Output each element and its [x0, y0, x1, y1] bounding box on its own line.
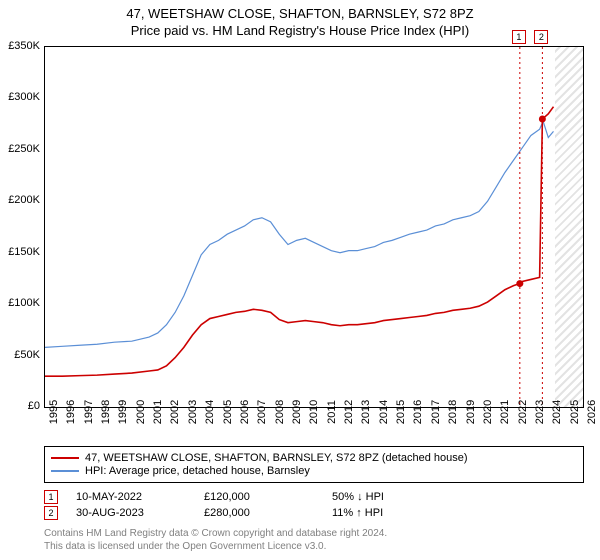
- x-tick-label: 2012: [343, 400, 355, 424]
- footer-line2: This data is licensed under the Open Gov…: [44, 541, 387, 554]
- transaction-vs-hpi: 50% ↓ HPI: [332, 491, 442, 503]
- transaction-marker: 2: [44, 506, 58, 520]
- transactions-table: 1 10-MAY-2022 £120,000 50% ↓ HPI 2 30-AU…: [44, 488, 584, 522]
- x-tick-label: 2020: [482, 400, 494, 424]
- y-tick-label: £300K: [2, 91, 40, 103]
- x-tick-label: 2019: [465, 400, 477, 424]
- event-marker-badge: 1: [512, 30, 526, 44]
- event-marker-badge: 2: [534, 30, 548, 44]
- line-series-svg: [45, 47, 583, 407]
- transaction-marker: 1: [44, 490, 58, 504]
- x-tick-label: 1996: [65, 400, 77, 424]
- x-tick-label: 2002: [169, 400, 181, 424]
- y-tick-label: £200K: [2, 194, 40, 206]
- y-tick-label: £350K: [2, 40, 40, 52]
- footer-line1: Contains HM Land Registry data © Crown c…: [44, 528, 387, 541]
- legend-label-property: 47, WEETSHAW CLOSE, SHAFTON, BARNSLEY, S…: [85, 452, 468, 464]
- transaction-date: 30-AUG-2023: [76, 507, 186, 519]
- chart-title-address: 47, WEETSHAW CLOSE, SHAFTON, BARNSLEY, S…: [0, 6, 600, 21]
- x-tick-label: 1997: [83, 400, 95, 424]
- legend-item-hpi: HPI: Average price, detached house, Barn…: [51, 465, 577, 477]
- y-tick-label: £50K: [2, 349, 40, 361]
- x-tick-label: 2000: [135, 400, 147, 424]
- x-tick-label: 2009: [291, 400, 303, 424]
- x-tick-label: 2022: [517, 400, 529, 424]
- legend: 47, WEETSHAW CLOSE, SHAFTON, BARNSLEY, S…: [44, 446, 584, 483]
- chart-subtitle: Price paid vs. HM Land Registry's House …: [0, 23, 600, 38]
- x-tick-label: 2025: [569, 400, 581, 424]
- chart-container: { "titles": { "line1": "47, WEETSHAW CLO…: [0, 0, 600, 560]
- transaction-price: £120,000: [204, 491, 314, 503]
- x-tick-label: 2026: [586, 400, 598, 424]
- title-block: 47, WEETSHAW CLOSE, SHAFTON, BARNSLEY, S…: [0, 0, 600, 38]
- x-tick-label: 2004: [204, 400, 216, 424]
- x-tick-label: 2023: [534, 400, 546, 424]
- y-tick-label: £250K: [2, 143, 40, 155]
- x-tick-label: 2024: [551, 400, 563, 424]
- transaction-vs-hpi: 11% ↑ HPI: [332, 507, 442, 519]
- x-tick-label: 1998: [100, 400, 112, 424]
- x-tick-label: 2011: [326, 400, 338, 424]
- x-tick-label: 2003: [187, 400, 199, 424]
- transaction-price: £280,000: [204, 507, 314, 519]
- x-tick-label: 2014: [378, 400, 390, 424]
- x-tick-label: 2015: [395, 400, 407, 424]
- transaction-row: 1 10-MAY-2022 £120,000 50% ↓ HPI: [44, 490, 584, 504]
- x-tick-label: 2021: [499, 400, 511, 424]
- y-tick-label: £100K: [2, 297, 40, 309]
- x-tick-label: 1995: [48, 400, 60, 424]
- legend-swatch-hpi: [51, 470, 79, 472]
- transaction-row: 2 30-AUG-2023 £280,000 11% ↑ HPI: [44, 506, 584, 520]
- x-tick-label: 2017: [430, 400, 442, 424]
- x-tick-label: 2005: [222, 400, 234, 424]
- legend-label-hpi: HPI: Average price, detached house, Barn…: [85, 465, 310, 477]
- legend-item-property: 47, WEETSHAW CLOSE, SHAFTON, BARNSLEY, S…: [51, 452, 577, 464]
- legend-swatch-property: [51, 457, 79, 459]
- x-tick-label: 2007: [256, 400, 268, 424]
- x-tick-label: 2001: [152, 400, 164, 424]
- y-tick-label: £0: [2, 400, 40, 412]
- y-tick-label: £150K: [2, 246, 40, 258]
- x-tick-label: 2016: [412, 400, 424, 424]
- footer-attribution: Contains HM Land Registry data © Crown c…: [44, 528, 387, 553]
- x-tick-label: 2018: [447, 400, 459, 424]
- x-tick-label: 1999: [117, 400, 129, 424]
- x-tick-label: 2006: [239, 400, 251, 424]
- plot-area: [44, 46, 584, 408]
- x-tick-label: 2013: [360, 400, 372, 424]
- transaction-date: 10-MAY-2022: [76, 491, 186, 503]
- x-tick-label: 2008: [274, 400, 286, 424]
- x-tick-label: 2010: [308, 400, 320, 424]
